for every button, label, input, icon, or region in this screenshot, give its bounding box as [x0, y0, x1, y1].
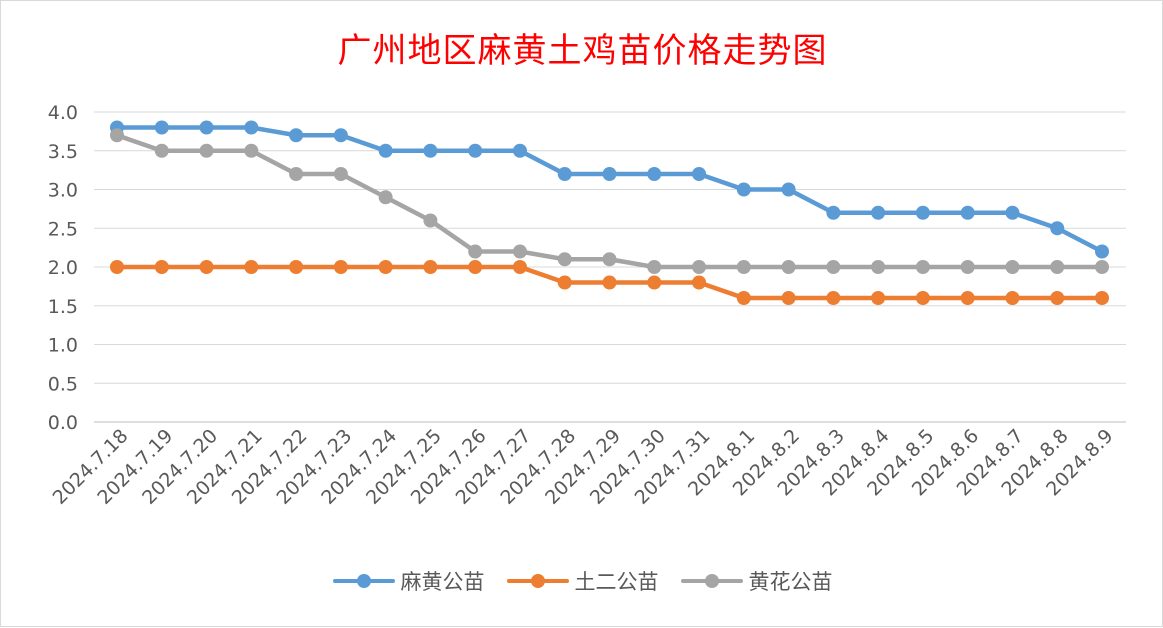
data-point — [244, 143, 259, 158]
data-point — [557, 252, 572, 267]
y-tick-label: 0.0 — [48, 412, 78, 434]
data-point — [512, 260, 527, 274]
legend-item: 黄花公苗 — [680, 566, 833, 596]
data-point — [468, 244, 483, 259]
data-point — [871, 260, 886, 274]
data-point — [110, 260, 124, 274]
y-tick-label: 1.5 — [48, 296, 78, 318]
data-point — [378, 260, 393, 274]
y-tick-label: 0.5 — [48, 373, 78, 395]
y-tick-label: 2.0 — [48, 257, 78, 279]
data-point — [647, 167, 662, 181]
data-point — [781, 291, 796, 305]
data-point — [199, 120, 214, 135]
data-point — [378, 190, 393, 205]
legend-swatch — [332, 574, 395, 588]
data-point — [423, 260, 438, 274]
data-point — [1005, 260, 1020, 274]
data-point — [199, 260, 214, 274]
data-point — [602, 275, 617, 290]
chart-title: 广州地区麻黄土鸡苗价格走势图 — [337, 31, 828, 71]
data-point — [154, 143, 169, 158]
data-point — [1095, 244, 1109, 259]
data-point — [512, 244, 527, 259]
data-point — [915, 260, 930, 274]
legend-label: 土二公苗 — [574, 570, 659, 594]
data-point — [423, 143, 438, 158]
data-point — [199, 143, 214, 158]
legend-item: 土二公苗 — [506, 566, 659, 596]
data-point — [826, 205, 841, 220]
data-point — [1005, 291, 1020, 305]
data-point — [736, 182, 751, 197]
data-point — [1095, 260, 1109, 274]
data-point — [915, 291, 930, 305]
data-point — [333, 167, 348, 181]
legend-label: 麻黄公苗 — [400, 570, 485, 594]
legend-swatch — [680, 574, 743, 588]
data-point — [244, 260, 259, 274]
data-point — [602, 167, 617, 181]
data-point — [692, 275, 707, 290]
data-point — [557, 275, 572, 290]
data-point — [512, 143, 527, 158]
data-point — [736, 291, 751, 305]
data-point — [378, 143, 393, 158]
data-point — [960, 260, 975, 274]
data-point — [781, 182, 796, 197]
data-point — [333, 128, 348, 143]
data-point — [468, 260, 483, 274]
data-point — [1050, 260, 1065, 274]
data-point — [781, 260, 796, 274]
legend-swatch — [506, 574, 569, 588]
data-point — [244, 120, 259, 135]
legend: 麻黄公苗 土二公苗 黄花公苗 — [1, 566, 1163, 596]
data-point — [826, 291, 841, 305]
data-point — [557, 167, 572, 181]
data-point — [647, 275, 662, 290]
data-point — [871, 205, 886, 220]
y-tick-label: 3.5 — [48, 141, 78, 163]
data-point — [602, 252, 617, 267]
data-point — [468, 143, 483, 158]
data-point — [110, 128, 124, 143]
data-point — [1050, 221, 1065, 236]
y-tick-label: 1.0 — [48, 335, 78, 357]
data-point — [871, 291, 886, 305]
legend-item: 麻黄公苗 — [332, 566, 485, 596]
data-point — [154, 260, 169, 274]
data-point — [1005, 205, 1020, 220]
data-point — [915, 205, 930, 220]
data-point — [692, 260, 707, 274]
data-point — [423, 213, 438, 228]
data-point — [1050, 291, 1065, 305]
series-line — [114, 133, 1105, 270]
y-tick-label: 4.0 — [48, 102, 78, 124]
data-point — [289, 128, 304, 143]
legend-label: 黄花公苗 — [748, 570, 833, 594]
data-point — [289, 260, 304, 274]
data-point — [154, 120, 169, 135]
data-point — [333, 260, 348, 274]
data-point — [960, 291, 975, 305]
y-tick-label: 2.5 — [48, 218, 78, 240]
data-point — [1095, 291, 1109, 305]
data-point — [736, 260, 751, 274]
data-point — [647, 260, 662, 274]
data-point — [289, 167, 304, 181]
y-tick-label: 3.0 — [48, 180, 78, 202]
data-point — [692, 167, 707, 181]
data-point — [960, 205, 975, 220]
data-point — [826, 260, 841, 274]
